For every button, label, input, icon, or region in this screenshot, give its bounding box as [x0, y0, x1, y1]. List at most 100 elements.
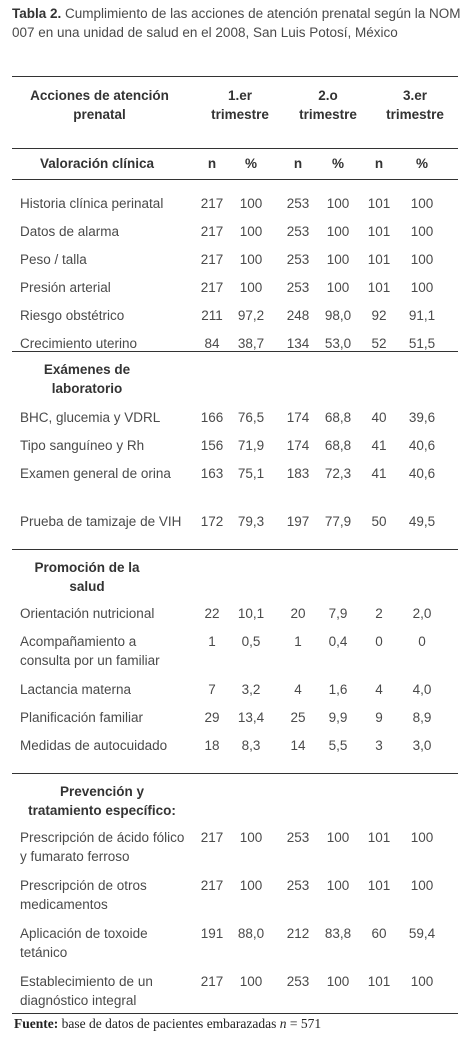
cell-value: 49,5	[408, 514, 436, 529]
cell-value: 10,1	[237, 606, 265, 621]
cell-value: 2,0	[412, 606, 432, 621]
subheader-n: n	[207, 156, 217, 171]
cell-value: 39,6	[408, 410, 436, 425]
table-caption: Tabla 2. Cumplimiento de las acciones de…	[12, 4, 462, 42]
row-label: BHC, glucemia y VDRL	[20, 410, 161, 425]
cell-value: 197	[286, 514, 310, 529]
cell-value: 20	[290, 606, 306, 621]
cell-value: 101	[367, 974, 391, 989]
row-label: Crecimiento uterino	[20, 336, 138, 351]
cell-value: 100	[326, 280, 350, 295]
cell-value: 91,1	[408, 308, 436, 323]
cell-value: 52	[371, 336, 387, 351]
cell-value: 0	[375, 634, 383, 649]
cell-value: 100	[410, 974, 434, 989]
row-label: Peso / talla	[20, 252, 87, 267]
cell-value: 68,8	[324, 410, 352, 425]
cell-value: 100	[410, 878, 434, 893]
cell-value: 84	[204, 336, 220, 351]
cell-value: 100	[239, 830, 263, 845]
row-label: Planificación familiar	[20, 710, 144, 725]
cell-value: 92	[371, 308, 387, 323]
cell-value: 71,9	[237, 438, 265, 453]
section-divider-rule	[12, 773, 458, 774]
section-title: Exámenes de laboratorio	[43, 362, 131, 396]
cell-value: 41	[371, 438, 387, 453]
cell-value: 72,3	[324, 466, 352, 481]
cell-value: 3,2	[241, 682, 261, 697]
cell-value: 100	[326, 830, 350, 845]
cell-value: 100	[326, 224, 350, 239]
cell-value: 7	[208, 682, 216, 697]
cell-value: 163	[200, 466, 224, 481]
row-label: Presión arterial	[20, 280, 111, 295]
header-trimestre-2: 2.o trimestre	[299, 88, 357, 122]
cell-value: 40,6	[408, 466, 436, 481]
cell-value: 100	[239, 252, 263, 267]
cell-value: 0,5	[241, 634, 261, 649]
cell-value: 253	[286, 974, 310, 989]
row-label: Orientación nutricional	[20, 606, 155, 621]
row-label: Medidas de autocuidado	[20, 738, 168, 753]
cell-value: 8,3	[241, 738, 261, 753]
cell-value: 217	[200, 830, 224, 845]
cell-value: 100	[326, 196, 350, 211]
cell-value: 4	[375, 682, 383, 697]
row-label: Prescripción de otros medicamentos	[20, 878, 147, 912]
cell-value: 41	[371, 466, 387, 481]
cell-value: 0	[418, 634, 426, 649]
cell-value: 8,9	[412, 710, 432, 725]
row-label: Prueba de tamizaje de VIH	[20, 514, 182, 529]
cell-value: 191	[200, 926, 224, 941]
cell-value: 60	[371, 926, 387, 941]
cell-value: 40	[371, 410, 387, 425]
cell-value: 100	[326, 974, 350, 989]
cell-value: 1	[208, 634, 216, 649]
cell-value: 100	[410, 830, 434, 845]
cell-value: 101	[367, 830, 391, 845]
cell-value: 100	[239, 878, 263, 893]
cell-value: 51,5	[408, 336, 436, 351]
header-rule	[12, 148, 458, 149]
cell-value: 29	[204, 710, 220, 725]
cell-value: 9,9	[328, 710, 348, 725]
cell-value: 211	[201, 308, 223, 323]
cell-value: 101	[367, 878, 391, 893]
cell-value: 212	[286, 926, 310, 941]
cell-value: 156	[200, 438, 224, 453]
cell-value: 172	[200, 514, 224, 529]
cell-value: 101	[367, 280, 391, 295]
cell-value: 88,0	[237, 926, 265, 941]
table-top-rule	[12, 76, 458, 77]
cell-value: 217	[200, 878, 224, 893]
caption-text: Cumplimiento de las acciones de atención…	[12, 6, 461, 40]
row-label: Examen general de orina	[20, 466, 171, 481]
cell-value: 100	[326, 878, 350, 893]
cell-value: 13,4	[237, 710, 265, 725]
row-label: Lactancia materna	[20, 682, 132, 697]
subheader-pct: %	[244, 156, 257, 171]
cell-value: 253	[286, 252, 310, 267]
cell-value: 14	[290, 738, 306, 753]
row-label: Establecimiento de un diagnóstico integr…	[20, 974, 153, 1008]
footer-text: base de datos de pacientes embarazadas	[61, 1016, 277, 1031]
cell-value: 1,6	[328, 682, 348, 697]
row-label: Aplicación de toxoide tetánico	[20, 926, 148, 960]
cell-value: 100	[239, 974, 263, 989]
section-divider-rule	[12, 351, 458, 352]
cell-value: 166	[200, 410, 224, 425]
cell-value: 53,0	[324, 336, 352, 351]
cell-value: 5,5	[328, 738, 348, 753]
row-label: Datos de alarma	[20, 224, 120, 239]
cell-value: 100	[239, 224, 263, 239]
cell-value: 183	[286, 466, 310, 481]
cell-value: 3	[375, 738, 383, 753]
cell-value: 174	[286, 438, 310, 453]
header-trimestre-1: 1.er trimestre	[211, 88, 269, 122]
subheader-n: n	[293, 156, 303, 171]
cell-value: 101	[367, 224, 391, 239]
cell-value: 76,5	[237, 410, 265, 425]
cell-value: 1	[294, 634, 302, 649]
cell-value: 253	[286, 280, 310, 295]
section-rule	[12, 179, 458, 180]
